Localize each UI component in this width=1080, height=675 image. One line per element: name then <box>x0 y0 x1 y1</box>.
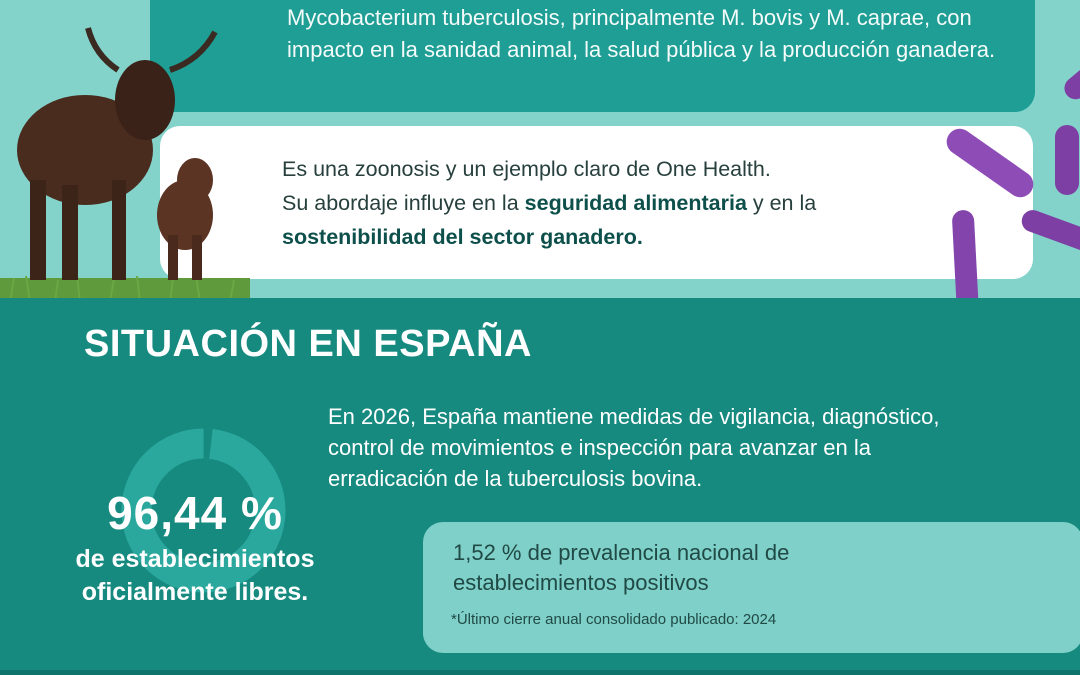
prevalence-note: *Último cierre anual consolidado publica… <box>451 611 777 628</box>
situation-text: En 2026, España mantiene medidas de vigi… <box>328 404 940 491</box>
food-safety-emphasis: seguridad alimentaria <box>524 191 747 215</box>
bottom-divider <box>0 670 1080 675</box>
one-health-line2-mid: y en la <box>746 191 817 215</box>
prevalence-text: 1,52 % de prevalencia nacional de establ… <box>453 540 790 595</box>
stat-value: 96,44 % <box>107 487 283 539</box>
section-title: SITUACIÓN EN ESPAÑA <box>84 323 532 365</box>
intro-card: Mycobacterium tuberculosis, principalmen… <box>150 0 1035 112</box>
sustainability-emphasis: sostenibilidad del sector ganadero. <box>282 225 643 249</box>
one-health-text: Es una zoonosis y un ejemplo claro de On… <box>282 152 922 254</box>
intro-text: Mycobacterium tuberculosis, principalmen… <box>287 5 996 62</box>
progress-ring <box>121 428 286 593</box>
stat-label: de establecimientos oficialmente libres. <box>40 543 350 609</box>
one-health-card: Es una zoonosis y un ejemplo claro de On… <box>160 126 1033 279</box>
one-health-line1: Es una zoonosis y un ejemplo claro de On… <box>282 157 771 181</box>
prevalence-card: 1,52 % de prevalencia nacional de establ… <box>423 522 1080 653</box>
stat-label-line2: oficialmente libres. <box>81 578 309 606</box>
cattle-image <box>0 27 250 302</box>
one-health-line2-pre: Su abordaje influye en la <box>282 191 525 215</box>
stat-label-line1: de establecimientos <box>75 545 315 573</box>
